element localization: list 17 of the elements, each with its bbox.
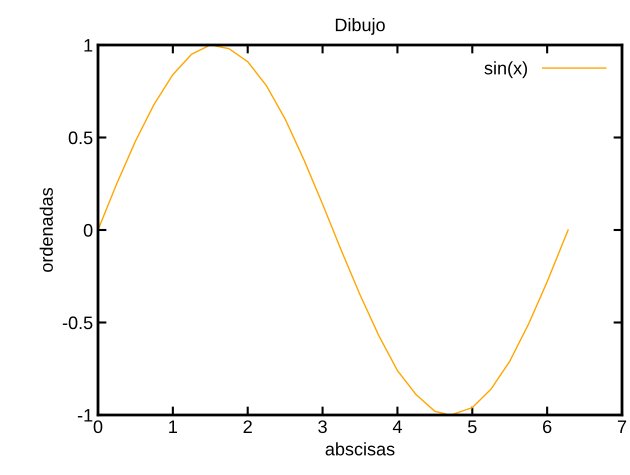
x-tick-label: 5 bbox=[468, 420, 477, 434]
legend-label: sin(x) bbox=[484, 61, 527, 78]
x-axis-title: abscisas bbox=[326, 442, 394, 456]
y-tick-label: 1 bbox=[84, 39, 92, 52]
y-tick-label: -0.5 bbox=[62, 316, 92, 330]
x-tick-label: 4 bbox=[392, 420, 402, 433]
chart-title: Dibujo bbox=[336, 18, 385, 35]
y-tick-label: -1 bbox=[78, 409, 92, 422]
y-tick-label: 0.5 bbox=[68, 131, 92, 144]
x-tick-label: 1 bbox=[169, 420, 177, 433]
x-tick-label: 3 bbox=[318, 420, 327, 434]
x-tick-label: 0 bbox=[94, 420, 102, 434]
x-tick-label: 6 bbox=[543, 420, 552, 434]
x-tick-label: 2 bbox=[244, 420, 252, 433]
y-tick-label: 0 bbox=[84, 224, 92, 237]
x-tick-label: 7 bbox=[618, 420, 626, 433]
y-axis-title: ordenadas bbox=[40, 188, 53, 272]
